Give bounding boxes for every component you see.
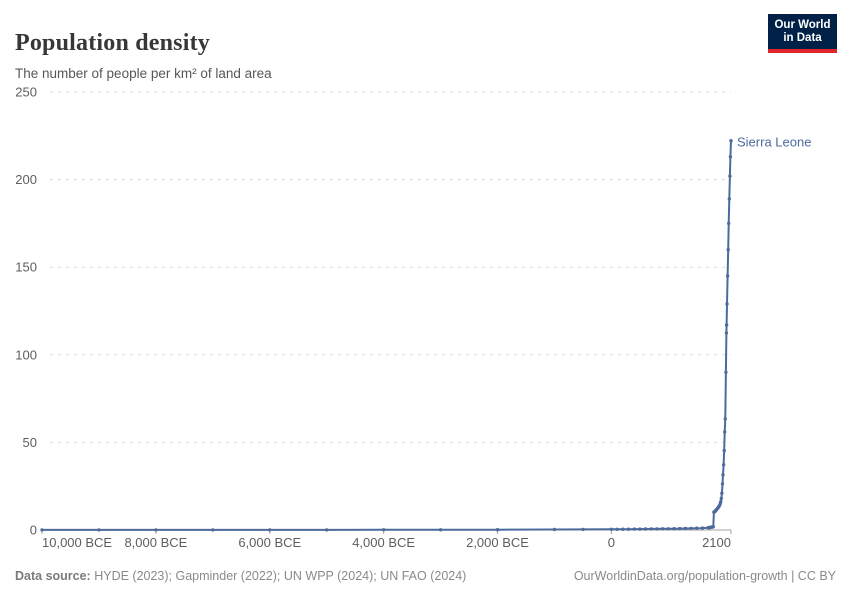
data-point-marker[interactable] (727, 197, 731, 201)
owid-logo-line1: Our World (774, 19, 831, 31)
data-point-marker[interactable] (666, 527, 671, 531)
y-axis-tick-label: 200 (15, 172, 37, 187)
data-point-marker[interactable] (728, 155, 733, 159)
series-line-sierra-leone[interactable] (41, 139, 732, 531)
data-point-marker[interactable] (721, 463, 726, 467)
data-point-marker[interactable] (724, 370, 728, 374)
data-point-marker[interactable] (724, 323, 729, 327)
data-point-marker[interactable] (719, 496, 723, 501)
data-point-marker[interactable] (268, 528, 272, 532)
data-point-marker[interactable] (581, 527, 585, 532)
data-point-marker[interactable] (724, 331, 729, 335)
data-point-marker[interactable] (723, 417, 727, 421)
data-point-marker[interactable] (649, 527, 653, 531)
data-point-marker[interactable] (495, 528, 500, 532)
x-axis-tick-label: 2,000 BCE (466, 535, 529, 550)
data-point-marker[interactable] (722, 448, 726, 453)
owid-logo[interactable]: Our World in Data (768, 14, 837, 53)
data-point-marker[interactable] (632, 527, 636, 531)
data-point-marker[interactable] (727, 221, 731, 226)
data-source-note: Data source: HYDE (2023); Gapminder (202… (15, 569, 466, 583)
data-source-text: HYDE (2023); Gapminder (2022); UN WPP (2… (90, 569, 467, 583)
x-axis-tick-label: 8,000 BCE (124, 535, 187, 550)
chart-footer: Data source: HYDE (2023); Gapminder (202… (15, 569, 836, 583)
data-point-marker[interactable] (689, 526, 693, 531)
data-point-marker[interactable] (683, 526, 688, 531)
x-axis-tick-label: 4,000 BCE (352, 535, 415, 550)
y-axis-tick-label: 250 (15, 85, 37, 100)
owid-citation-link[interactable]: OurWorldinData.org/population-growth | C… (573, 569, 836, 583)
data-source-label: Data source: (15, 569, 91, 583)
data-point-marker[interactable] (615, 527, 619, 531)
data-point-marker[interactable] (154, 528, 158, 532)
x-axis-tick-label: 10,000 BCE (42, 535, 112, 550)
data-point-marker[interactable] (552, 527, 557, 532)
data-point-marker[interactable] (725, 274, 730, 278)
y-axis-tick-label: 50 (23, 435, 37, 450)
data-point-marker[interactable] (725, 302, 729, 306)
data-point-marker[interactable] (661, 527, 665, 531)
data-point-marker[interactable] (621, 527, 625, 531)
data-point-marker[interactable] (382, 528, 386, 532)
data-point-marker[interactable] (726, 248, 730, 252)
x-axis-tick-label: 0 (608, 535, 615, 550)
data-point-marker[interactable] (711, 525, 715, 529)
x-axis-tick-label: 6,000 BCE (238, 535, 301, 550)
y-axis-tick-label: 150 (15, 260, 37, 275)
data-point-marker[interactable] (40, 528, 44, 532)
data-point-marker[interactable] (643, 527, 648, 531)
y-axis-tick-label: 0 (30, 523, 37, 538)
data-point-marker[interactable] (720, 491, 724, 495)
data-point-marker[interactable] (723, 430, 727, 434)
data-point-marker[interactable] (700, 526, 705, 530)
data-point-marker[interactable] (655, 527, 659, 531)
data-point-marker[interactable] (609, 527, 614, 531)
page-title: Population density (15, 30, 210, 57)
data-point-marker[interactable] (211, 528, 215, 532)
entity-label[interactable]: Sierra Leone (737, 135, 811, 150)
data-point-marker[interactable] (695, 526, 699, 530)
data-point-marker[interactable] (728, 174, 732, 178)
data-point-marker[interactable] (438, 528, 443, 532)
data-point-marker[interactable] (719, 499, 723, 504)
data-point-marker[interactable] (626, 527, 631, 531)
data-point-marker[interactable] (97, 528, 101, 532)
x-axis-tick-label: 2100 (702, 535, 731, 550)
data-point-marker[interactable] (729, 139, 733, 143)
data-point-marker[interactable] (672, 527, 676, 531)
data-point-marker[interactable] (325, 528, 329, 532)
data-point-marker[interactable] (721, 473, 725, 477)
data-point-marker[interactable] (720, 482, 725, 486)
owid-logo-line2: in Data (783, 32, 822, 44)
chart-subtitle: The number of people per km² of land are… (15, 65, 272, 81)
data-point-marker[interactable] (638, 527, 642, 531)
data-point-marker[interactable] (678, 526, 682, 531)
y-axis-tick-label: 100 (15, 347, 37, 362)
